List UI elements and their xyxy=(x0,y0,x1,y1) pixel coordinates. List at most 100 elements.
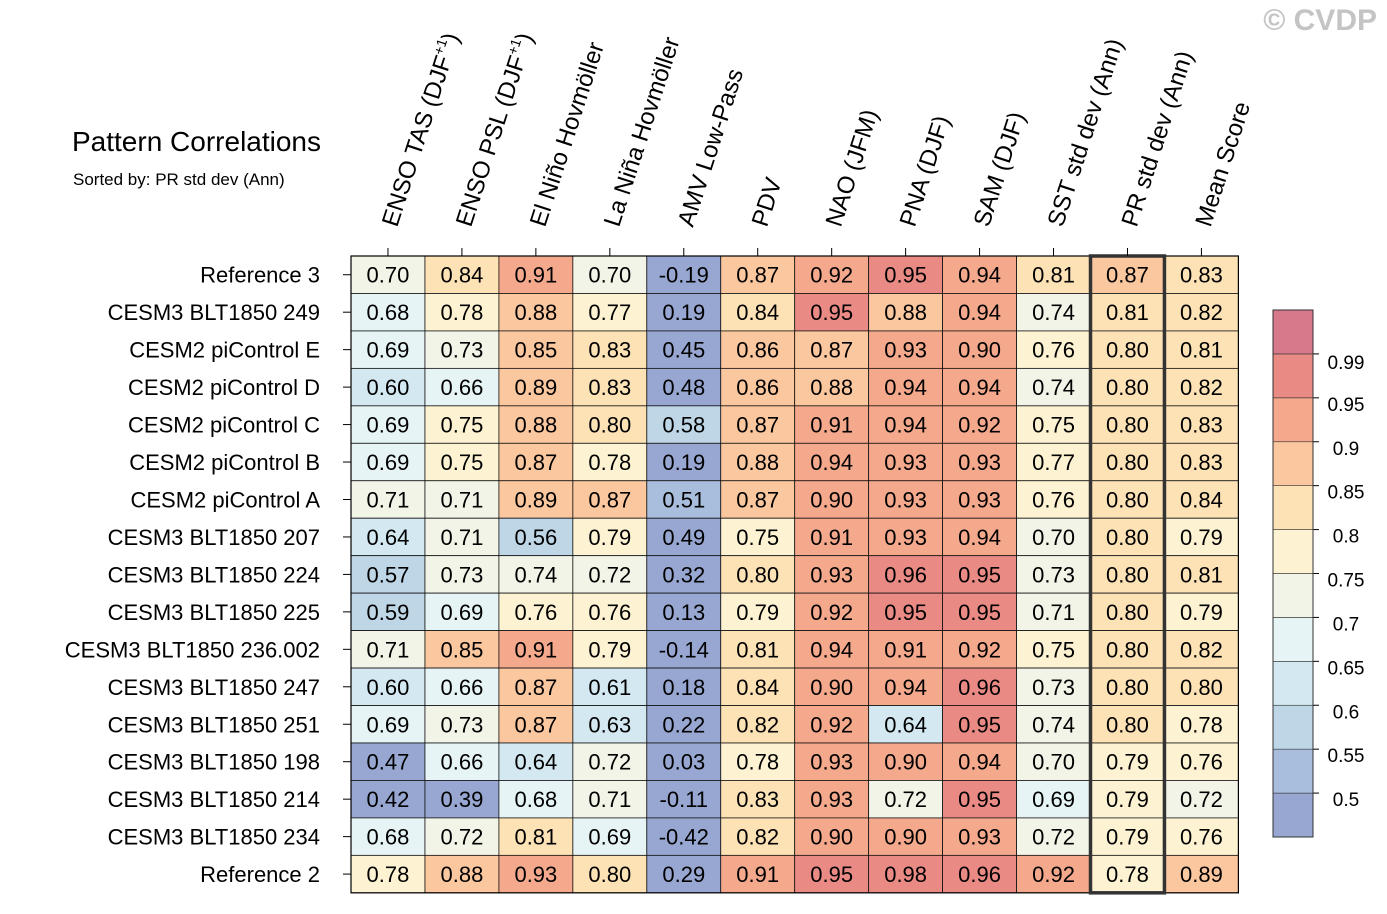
cell-value-label: 0.82 xyxy=(1180,300,1223,325)
cell-value-label: 0.81 xyxy=(1180,562,1223,587)
cell-value-label: 0.92 xyxy=(810,263,853,288)
cell-value-label: 0.92 xyxy=(958,637,1001,662)
cell-value-label: 0.96 xyxy=(958,675,1001,700)
heatmap-cell xyxy=(1090,592,1165,632)
heatmap-cell xyxy=(720,555,796,594)
cell-value-label: 0.56 xyxy=(514,525,557,550)
cell-value-label: 0.69 xyxy=(588,825,631,850)
heatmap-cell xyxy=(646,367,722,407)
heatmap-cell xyxy=(1016,405,1091,444)
cell-value-label: 0.68 xyxy=(367,300,410,325)
column-labels: ENSO TAS (DJF+1)ENSO PSL (DJF+1)El Niño … xyxy=(377,30,1256,230)
heatmap-cell xyxy=(350,367,426,407)
row-label: Reference 2 xyxy=(200,862,320,887)
cell-value-label: 0.83 xyxy=(1180,263,1223,288)
cell-value-label: 0.89 xyxy=(514,487,557,512)
row-label: CESM2 piControl B xyxy=(129,450,320,475)
cell-value-label: 0.69 xyxy=(367,338,410,363)
cell-value-label: 0.90 xyxy=(810,675,853,700)
column-label-text: El Niño Hovmöller xyxy=(525,39,610,230)
cell-value-label: 0.94 xyxy=(958,525,1001,550)
cell-value-label: 0.72 xyxy=(441,825,484,850)
cell-value-label: 0.93 xyxy=(810,562,853,587)
cell-value-label: 0.83 xyxy=(736,787,779,812)
cell-value-label: 0.76 xyxy=(1180,750,1223,775)
heatmap-cell xyxy=(868,630,944,669)
cell-value-label: 0.91 xyxy=(736,862,779,887)
colorbar-swatch xyxy=(1272,748,1314,794)
cell-value-label: 0.83 xyxy=(1180,450,1223,475)
cell-value-label: 0.71 xyxy=(1032,600,1075,625)
cell-value-label: 0.76 xyxy=(1032,487,1075,512)
row-label: CESM2 piControl D xyxy=(128,375,320,400)
row-label: CESM3 BLT1850 207 xyxy=(108,525,320,550)
heatmap-cell xyxy=(498,854,574,894)
cell-value-label: 0.98 xyxy=(884,862,927,887)
cell-value-label: 0.69 xyxy=(367,413,410,438)
cell-value-label: 0.78 xyxy=(1180,712,1223,737)
heatmap-cell xyxy=(350,780,426,819)
row-label: CESM3 BLT1850 249 xyxy=(108,300,320,325)
heatmap-cell xyxy=(794,293,870,332)
cell-value-label: 0.64 xyxy=(514,750,557,775)
cell-value-label: 0.90 xyxy=(810,825,853,850)
heatmap-cell xyxy=(350,854,426,894)
cell-value-label: 0.91 xyxy=(514,263,557,288)
heatmap-cell xyxy=(794,367,870,407)
heatmap-cell xyxy=(646,780,722,819)
heatmap-cell xyxy=(1090,555,1165,594)
column-label: NAO (JFM) xyxy=(821,106,884,230)
colorbar-label: 0.6 xyxy=(1333,702,1359,723)
cell-value-label: 0.80 xyxy=(588,862,631,887)
cell-value-label: 0.92 xyxy=(958,413,1001,438)
cell-value-labels: 0.70 0.84 0.91 0.70 -0.19 0.87 0.92 0.95 0.94 0.8… xyxy=(367,263,1223,887)
cell-value-label: 0.90 xyxy=(810,487,853,512)
cell-value-label: 0.86 xyxy=(736,375,779,400)
cell-value-label: 0.77 xyxy=(588,300,631,325)
colorbar-label: 0.99 xyxy=(1328,353,1365,374)
heatmap-cell xyxy=(1090,442,1165,482)
cell-value-label: 0.95 xyxy=(958,787,1001,812)
cell-value-label: -0.11 xyxy=(660,787,709,812)
cell-value-label: 0.95 xyxy=(810,300,853,325)
heatmap-cell xyxy=(720,517,796,557)
cell-value-label: 0.72 xyxy=(1032,825,1075,850)
cell-value-label: 0.69 xyxy=(1032,787,1075,812)
cell-value-label: 0.64 xyxy=(367,525,410,550)
heatmap-cell xyxy=(350,742,426,781)
heatmap-cell xyxy=(1164,630,1239,669)
column-label: El Niño Hovmöller xyxy=(525,39,610,230)
cell-value-label: 0.70 xyxy=(367,263,410,288)
heatmap-cell xyxy=(646,517,722,557)
cell-value-label: 0.48 xyxy=(662,375,705,400)
heatmap-cell xyxy=(794,592,870,632)
cell-value-label: 0.18 xyxy=(662,675,705,700)
cell-value-label: 0.61 xyxy=(588,675,631,700)
column-label: AMV Low-Pass xyxy=(673,65,749,229)
heatmap-cell xyxy=(572,817,648,856)
row-label: CESM2 piControl E xyxy=(129,338,320,363)
heatmap-cell xyxy=(720,630,796,669)
cell-value-label: 0.84 xyxy=(736,300,779,325)
row-label: CESM3 BLT1850 247 xyxy=(108,675,320,700)
cell-value-label: 0.19 xyxy=(662,300,705,325)
heatmap-cell xyxy=(720,480,796,519)
cell-value-label: 0.64 xyxy=(884,712,927,737)
column-label-text: SST std dev (Ann) xyxy=(1043,35,1129,229)
row-label: Reference 3 xyxy=(200,263,320,288)
row-labels: Reference 3 CESM3 BLT1850 249 CESM2 piCont… xyxy=(65,263,321,887)
cell-value-label: 0.66 xyxy=(441,675,484,700)
cell-value-label: 0.93 xyxy=(884,487,927,512)
heatmap-cell xyxy=(868,442,944,482)
column-label: La Niña Hovmöller xyxy=(599,34,686,230)
cell-value-label: -0.42 xyxy=(659,825,709,850)
cell-value-label: 0.70 xyxy=(588,263,631,288)
column-label-superscript: +1 xyxy=(430,36,450,56)
cell-value-label: 0.81 xyxy=(514,825,557,850)
cell-value-label: 0.93 xyxy=(958,450,1001,475)
cell-value-label: 0.71 xyxy=(588,787,631,812)
column-label-text: PNA (DJF) xyxy=(895,112,956,229)
cell-value-label: 0.84 xyxy=(1180,487,1223,512)
heatmap-cell xyxy=(350,817,426,856)
cell-value-label: 0.80 xyxy=(1106,675,1149,700)
